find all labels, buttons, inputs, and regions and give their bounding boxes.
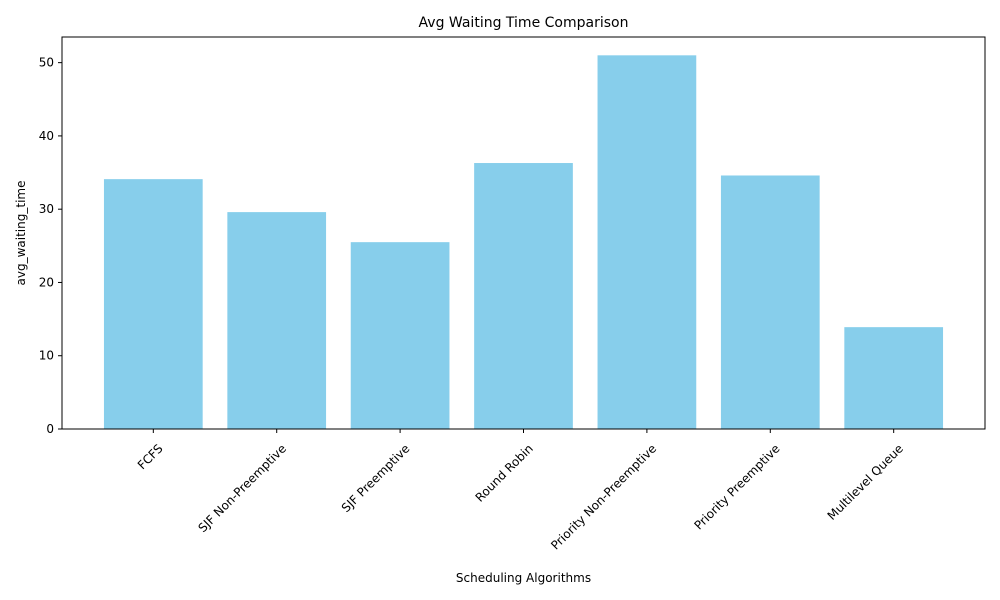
bar-fcfs	[103, 179, 203, 429]
x-tick-label: FCFS	[135, 441, 166, 472]
x-tick-label: SJF Preemptive	[339, 441, 413, 515]
bar-priority-preemptive	[720, 175, 820, 429]
y-tick-label: 20	[39, 275, 54, 289]
bar-priority-non-preemptive	[597, 55, 697, 430]
y-axis-label: avg_waiting_time	[14, 181, 28, 286]
x-axis-label: Scheduling Algorithms	[456, 571, 591, 585]
bar-sjf-non-preemptive	[227, 212, 327, 429]
x-tick-label: Round Robin	[473, 441, 536, 504]
x-tick-label: Priority Preemptive	[692, 441, 783, 532]
y-tick-label: 50	[39, 56, 54, 70]
y-tick-label: 40	[39, 129, 54, 143]
x-tick-label: SJF Non-Preemptive	[195, 441, 289, 535]
y-axis: 0 10 20 30 40 50	[39, 56, 62, 436]
plot-frame	[61, 36, 986, 430]
x-tick-label: Multilevel Queue	[825, 441, 906, 522]
bars-layer	[103, 55, 944, 430]
bar-round-robin	[474, 163, 573, 429]
y-tick-label: 10	[39, 349, 54, 363]
chart-title: Avg Waiting Time Comparison	[419, 15, 629, 31]
y-tick-label: 30	[39, 202, 54, 216]
bar-sjf-preemptive	[350, 242, 450, 429]
x-axis: FCFS SJF Non-Preemptive SJF Preemptive Roun…	[135, 429, 906, 553]
y-tick-label: 0	[46, 422, 54, 436]
bar-multilevel-queue	[844, 327, 944, 429]
x-tick-label: Priority Non-Preemptive	[548, 441, 659, 552]
